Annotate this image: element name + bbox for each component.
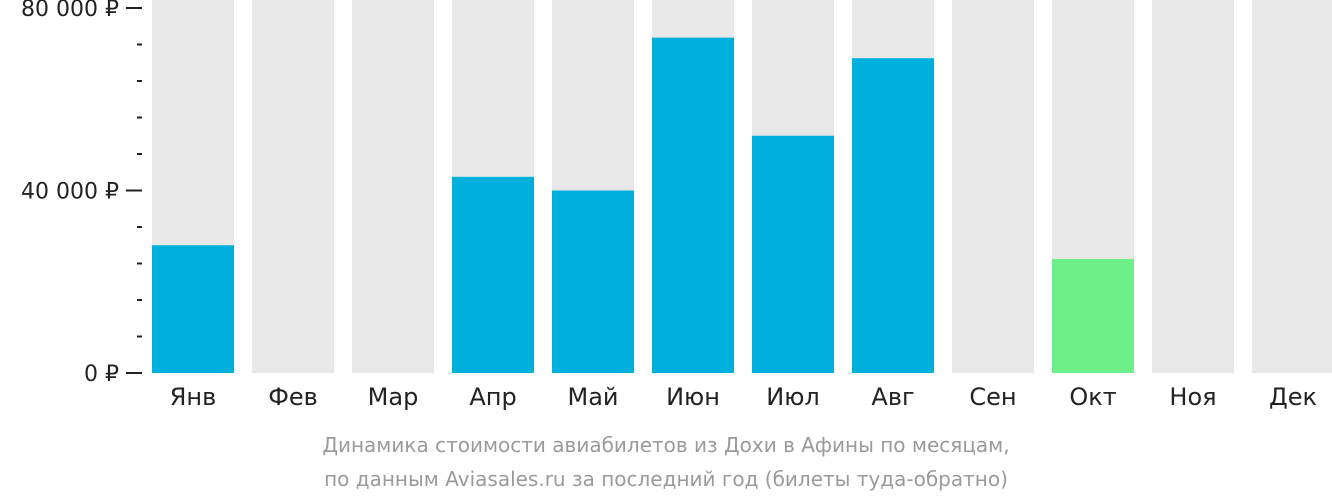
x-tick-label-1: Янв bbox=[170, 383, 217, 411]
bar-1[interactable] bbox=[152, 245, 234, 373]
bar-6[interactable] bbox=[652, 37, 734, 373]
x-tick-label-7: Июл bbox=[766, 383, 820, 411]
x-tick-label-6: Июн bbox=[666, 383, 720, 411]
background-bar-2 bbox=[252, 0, 334, 373]
background-bar-3 bbox=[352, 0, 434, 373]
bar-8[interactable] bbox=[852, 58, 934, 373]
price-chart: 0 ₽ 40 000 ₽ 80 000 ₽ Янв Фев Мар Апр Май Июн Ию… bbox=[21, 0, 1332, 411]
y-tick-label-3: 80 000 ₽ bbox=[21, 0, 119, 22]
x-tick-label-3: Мар bbox=[368, 383, 419, 411]
x-tick-label-8: Авг bbox=[871, 383, 914, 411]
y-tick-label-2: 40 000 ₽ bbox=[21, 180, 119, 205]
background-bar-12 bbox=[1252, 0, 1332, 373]
x-axis: Янв Фев Мар Апр Май Июн Июл Авг Сен Окт Ноя Дек bbox=[170, 383, 1317, 411]
background-bar-11 bbox=[1152, 0, 1234, 373]
x-tick-label-2: Фев bbox=[268, 383, 318, 411]
x-tick-label-11: Ноя bbox=[1169, 383, 1216, 411]
background-bar-9 bbox=[952, 0, 1034, 373]
caption-line-1: Динамика стоимости авиабилетов из Дохи в… bbox=[322, 433, 1010, 457]
x-tick-label-12: Дек bbox=[1269, 383, 1317, 411]
y-axis: 0 ₽ 40 000 ₽ 80 000 ₽ bbox=[21, 0, 142, 387]
x-tick-label-4: Апр bbox=[469, 383, 516, 411]
chart-caption: Динамика стоимости авиабилетов из Дохи в… bbox=[0, 428, 1332, 496]
x-tick-label-10: Окт bbox=[1069, 383, 1116, 411]
bar-7[interactable] bbox=[752, 135, 834, 373]
x-tick-label-5: Май bbox=[567, 383, 618, 411]
y-tick-label-1: 0 ₽ bbox=[84, 362, 119, 387]
bar-5[interactable] bbox=[552, 190, 634, 374]
caption-line-2: по данным Aviasales.ru за последний год … bbox=[324, 467, 1008, 491]
bar-10[interactable] bbox=[1052, 258, 1134, 373]
background-bars bbox=[152, 0, 1332, 373]
x-tick-label-9: Сен bbox=[969, 383, 1016, 411]
bar-4[interactable] bbox=[452, 176, 534, 373]
value-bars bbox=[152, 37, 1134, 374]
